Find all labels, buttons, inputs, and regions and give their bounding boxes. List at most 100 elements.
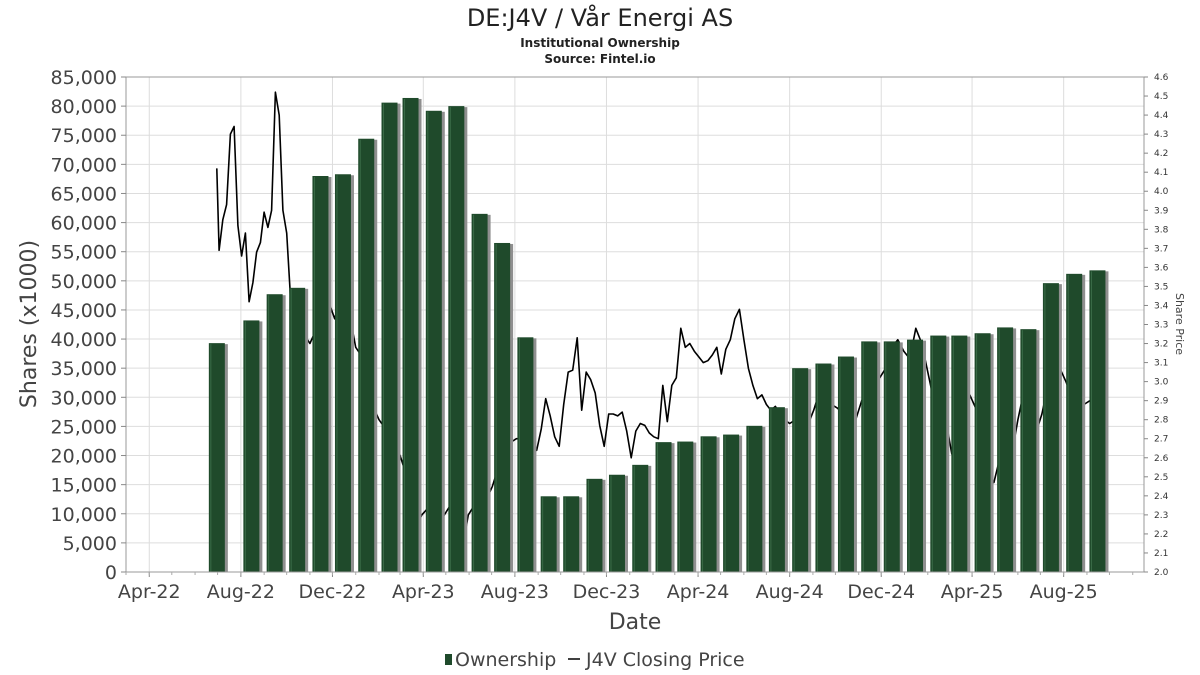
x-axis-label: Date [609, 610, 662, 635]
ownership-bar [381, 102, 398, 572]
ownership-bar [402, 97, 419, 572]
y2-tick-label: 4.4 [1154, 111, 1169, 121]
y-tick-label: 10,000 [51, 504, 117, 526]
y-tick-label: 5,000 [63, 533, 117, 555]
ownership-bar [1042, 283, 1059, 572]
ownership-bar [723, 434, 740, 572]
y2-tick-label: 4.2 [1154, 149, 1168, 159]
y2-tick-label: 3.6 [1154, 263, 1169, 273]
y2-tick-label: 3.4 [1154, 301, 1169, 311]
y-tick-label: 65,000 [51, 183, 117, 205]
x-tick-label: Dec-22 [299, 581, 367, 603]
ownership-bar [266, 294, 283, 572]
x-tick-label: Aug-25 [1030, 581, 1098, 603]
ownership-bar [358, 138, 375, 572]
x-tick-label: Aug-24 [756, 581, 824, 603]
y-axis-label: Shares (x1000) [17, 240, 42, 408]
y-tick-label: 75,000 [51, 125, 117, 147]
ownership-bar [768, 407, 785, 572]
y2-tick-label: 2.2 [1154, 530, 1168, 540]
y2-tick-label: 4.3 [1154, 130, 1168, 140]
ownership-bar [312, 176, 329, 572]
y2-tick-label: 2.3 [1154, 511, 1168, 521]
y2-axis-label: Share Price [1173, 293, 1186, 355]
y-tick-label: 80,000 [51, 96, 117, 118]
x-tick-label: Aug-22 [207, 581, 275, 603]
y2-tick-label: 3.5 [1154, 282, 1168, 292]
ownership-bar [1089, 270, 1106, 572]
ownership-bar [289, 287, 306, 572]
y-tick-label: 40,000 [51, 329, 117, 351]
y-tick-label: 60,000 [51, 213, 117, 235]
ownership-bar [837, 356, 854, 572]
y-tick-label: 50,000 [51, 271, 117, 293]
y2-tick-label: 4.1 [1154, 168, 1168, 178]
y-tick-label: 25,000 [51, 416, 117, 438]
ownership-bar [425, 110, 442, 572]
ownership-bar [930, 335, 947, 572]
y2-tick-label: 3.0 [1154, 378, 1169, 388]
ownership-bar [632, 464, 649, 572]
x-tick-label: Dec-24 [847, 581, 915, 603]
x-tick-label: Apr-24 [667, 581, 730, 603]
y2-tick-label: 3.1 [1154, 359, 1168, 369]
y2-tick-label: 2.4 [1154, 492, 1169, 502]
x-tick-label: Dec-23 [573, 581, 641, 603]
y-tick-label: 0 [105, 562, 117, 584]
ownership-bar [815, 363, 832, 572]
ownership-bar [1020, 329, 1037, 572]
ownership-bar [243, 320, 260, 572]
y-tick-label: 30,000 [51, 387, 117, 409]
y2-axis-ticks: 2.0 2.1 2.2 2.3 2.4 2.5 2.6 2.7 2.8 2.9 3.0 3.1 3.2 3… [1144, 73, 1169, 578]
legend-price-label: J4V Closing Price [585, 649, 745, 671]
ownership-bar [792, 368, 809, 572]
y-tick-label: 55,000 [51, 242, 117, 264]
legend-ownership-swatch [445, 654, 452, 665]
x-tick-label: Apr-23 [392, 581, 455, 603]
ownership-bar [951, 335, 968, 572]
ownership-bar [563, 496, 580, 572]
y-tick-label: 15,000 [51, 475, 117, 497]
y-tick-label: 35,000 [51, 358, 117, 380]
legend: Ownership J4V Closing Price [445, 649, 745, 671]
ownership-bar [861, 341, 878, 572]
x-axis-ticks: Apr-22 Aug-22 Dec-22 Apr-23 Aug-23 Dec-23 Apr-… [118, 572, 1134, 603]
y2-tick-label: 2.7 [1154, 435, 1168, 445]
ownership-bar [883, 341, 900, 572]
x-tick-label: Aug-23 [481, 581, 549, 603]
x-tick-label: Apr-22 [118, 581, 181, 603]
chart-title: DE:J4V / Vår Energi AS [467, 3, 733, 32]
y2-tick-label: 2.6 [1154, 454, 1169, 464]
y2-tick-label: 4.6 [1154, 73, 1169, 83]
y2-tick-label: 3.2 [1154, 340, 1168, 350]
ownership-bar [448, 106, 465, 572]
ownership-bar [517, 337, 534, 572]
ownership-bar [471, 213, 488, 572]
y2-tick-label: 2.8 [1154, 416, 1169, 426]
y2-tick-label: 3.9 [1154, 206, 1169, 216]
ownership-bar [974, 333, 991, 572]
y2-tick-label: 4.0 [1154, 187, 1169, 197]
ownership-bars [208, 97, 1109, 573]
ownership-bar [208, 343, 225, 572]
ownership-bar [997, 327, 1014, 572]
ownership-bar [655, 442, 672, 572]
y2-tick-label: 2.5 [1154, 473, 1168, 483]
y2-tick-label: 3.7 [1154, 244, 1168, 254]
y2-tick-label: 3.8 [1154, 225, 1169, 235]
ownership-bar [700, 436, 717, 572]
y-tick-label: 45,000 [51, 300, 117, 322]
chart-subtitle: Institutional Ownership [520, 36, 680, 50]
y-tick-label: 20,000 [51, 446, 117, 468]
x-tick-label: Apr-25 [941, 581, 1004, 603]
ownership-bar [540, 496, 557, 572]
y2-tick-label: 2.0 [1154, 568, 1169, 578]
ownership-bar [907, 339, 924, 572]
ownership-bar [677, 441, 694, 572]
y-tick-label: 85,000 [51, 67, 117, 89]
ownership-bar [1066, 273, 1083, 572]
ownership-bar [494, 242, 511, 572]
y2-tick-label: 2.1 [1154, 549, 1168, 559]
y-tick-label: 70,000 [51, 154, 117, 176]
